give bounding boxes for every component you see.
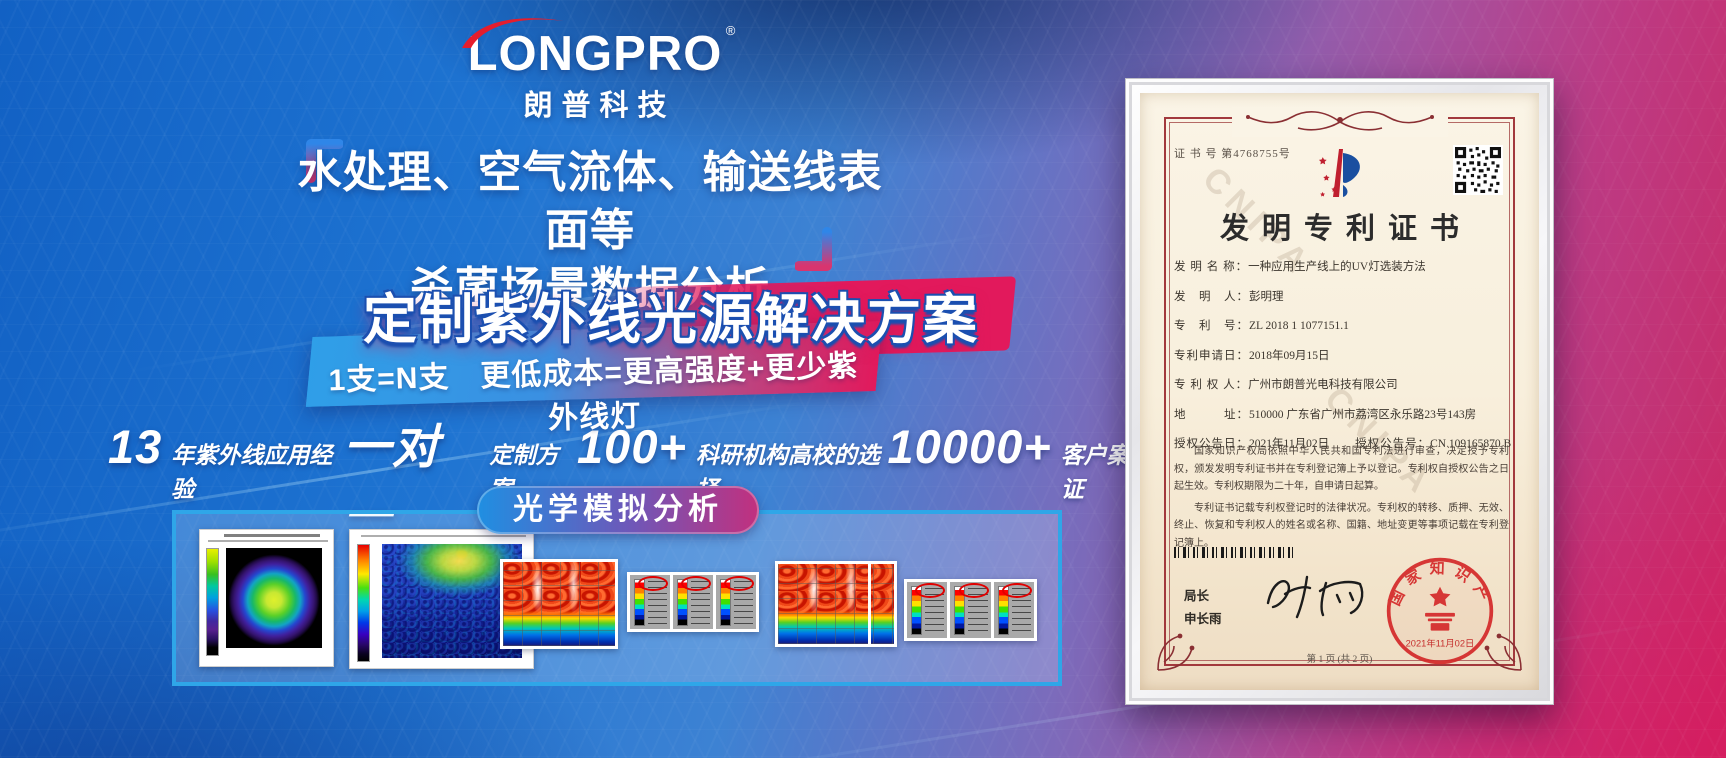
field-patent-no: 专 利 号：ZL 2018 1 1077151.1 <box>1174 320 1349 332</box>
sim-colorbar-panel-2 <box>904 579 1037 641</box>
colorbar-cell <box>630 575 670 629</box>
highlight-ellipse-icon <box>915 583 946 598</box>
patent-certificate-paper: CNIPA CNIPA 证 书 号 第4768755号 <box>1140 93 1539 690</box>
banner-subtitle: 1支=N支 更低成本=更高强度+更少紫外线灯 <box>328 349 859 436</box>
certificate-fields: 发 明 名 称：一种应用生产线上的UV灯选装方法 发 明 人：彭明理 专 利 号… <box>1174 258 1512 465</box>
ornament-flourish-icon <box>1231 107 1448 137</box>
chart-colorbar <box>357 544 370 662</box>
grant-number: 授权公告号：CN 109165870 B <box>1355 438 1512 450</box>
chart-micro-subtitle <box>360 535 526 537</box>
colorbar-cell <box>993 582 1034 638</box>
stat-value: 100+ <box>577 420 687 473</box>
field-patentee: 专 利 权 人：广州市朗普光电科技有限公司 <box>1174 379 1398 391</box>
stat-experience: 13 年紫外线应用经验 <box>108 419 344 504</box>
body-paragraph-1: 国家知识产权局依照中华人民共和国专利法进行审查，决定授予专利权，颁发发明专利证书… <box>1174 446 1509 492</box>
certificate-title: 发明专利证书 <box>1219 213 1472 245</box>
colorbar-cell <box>673 575 713 629</box>
field-application-date: 专利申请日：2018年09月15日 <box>1174 349 1330 362</box>
colorbar-tick-text <box>1011 588 1031 635</box>
banner-title: 定制紫外线光源解决方案 <box>363 290 979 350</box>
highlight-ellipse-icon <box>724 576 754 591</box>
colorbar-cell <box>907 582 948 638</box>
body-paragraph-2: 专利证书记载专利权登记时的法律状况。专利权的转移、质押、无效、终止、恢复和专利权… <box>1174 502 1509 549</box>
certificate-body-text: 国家知识产权局依照中华人民共和国专利法进行审查，决定授予专利权，颁发发明专利证书… <box>1174 443 1509 556</box>
cnipa-logo-icon <box>1318 149 1360 197</box>
official-seal: 国家知识产权局 2021年11月02日 <box>1384 555 1494 665</box>
highlight-ellipse-icon <box>1001 583 1032 598</box>
optical-simulation-box <box>172 510 1062 686</box>
field-inventor: 发 明 人：彭明理 <box>1174 290 1284 303</box>
colorbar-tick-text <box>734 581 753 626</box>
highlight-ellipse-icon <box>681 576 711 591</box>
sim-chart-irradiance-dark <box>199 529 334 667</box>
quote-bracket-open-icon <box>306 139 343 183</box>
commissioner-title: 局长 <box>1184 589 1210 603</box>
colorbar-tick-text <box>925 588 945 635</box>
highlight-ellipse-icon <box>958 583 989 598</box>
commissioner-signature-icon <box>1266 575 1364 619</box>
heatmap-split-line <box>868 564 872 644</box>
sim-heatmap-2 <box>775 561 897 647</box>
field-invention-name: 发 明 名 称：一种应用生产线上的UV灯选装方法 <box>1174 261 1426 273</box>
sim-heatmap-1 <box>500 559 618 649</box>
quote-bracket-close-icon <box>795 227 832 271</box>
chart-plot-area <box>226 548 322 648</box>
patent-certificate-frame: CNIPA CNIPA 证 书 号 第4768755号 <box>1125 78 1554 705</box>
chart-micro-subtitle <box>207 540 328 542</box>
stat-label: 定制方案 <box>489 442 559 502</box>
corner-flourish-icon <box>1484 633 1522 671</box>
certificate-number: 证 书 号 第4768755号 <box>1174 148 1291 160</box>
optical-simulation-badge: 光学模拟分析 <box>477 486 759 534</box>
corner-flourish-icon <box>1157 633 1195 671</box>
barcode <box>1174 547 1296 558</box>
seal-date: 2021年11月02日 <box>1406 637 1475 648</box>
highlight-ellipse-icon <box>638 576 668 591</box>
field-address: 地 址：510000 广东省广州市荔湾区永乐路23号143房 <box>1174 408 1477 421</box>
commissioner-block: 局长 申长雨 <box>1184 585 1222 630</box>
logo-wordmark: LONGPRO ® <box>461 18 735 79</box>
sim-colorbar-panel-1 <box>627 572 759 632</box>
logo-swoosh-icon <box>461 18 564 48</box>
colorbar-tick-text <box>968 588 988 635</box>
colorbar-tick-text <box>691 581 710 626</box>
chart-plot-area <box>382 544 522 658</box>
stat-value: 10000+ <box>887 420 1052 473</box>
colorbar-tick-text <box>648 581 667 626</box>
field-grant-row: 授权公告日：2021年11月02日 授权公告号：CN 109165870 B <box>1174 435 1512 451</box>
chart-micro-title <box>223 534 320 537</box>
stat-value: 13 <box>108 420 163 473</box>
registered-mark: ® <box>725 23 737 38</box>
headline-line1: 水处理、空气流体、输送线表面等 <box>297 148 883 256</box>
commissioner-name: 申长雨 <box>1184 611 1222 626</box>
colorbar-cell <box>950 582 991 638</box>
certificate-page-number: 第 1 页 (共 2 页) <box>1306 655 1373 665</box>
logo-chinese-name: 朗普科技 <box>523 90 676 122</box>
colorbar-cell <box>716 575 756 629</box>
stat-label: 年紫外线应用经验 <box>171 442 333 502</box>
chart-colorbar <box>206 548 219 656</box>
company-logo: LONGPRO ® 朗普科技 <box>430 18 760 124</box>
grant-date: 授权公告日：2021年11月02日 <box>1174 438 1330 450</box>
qr-code <box>1453 145 1503 195</box>
